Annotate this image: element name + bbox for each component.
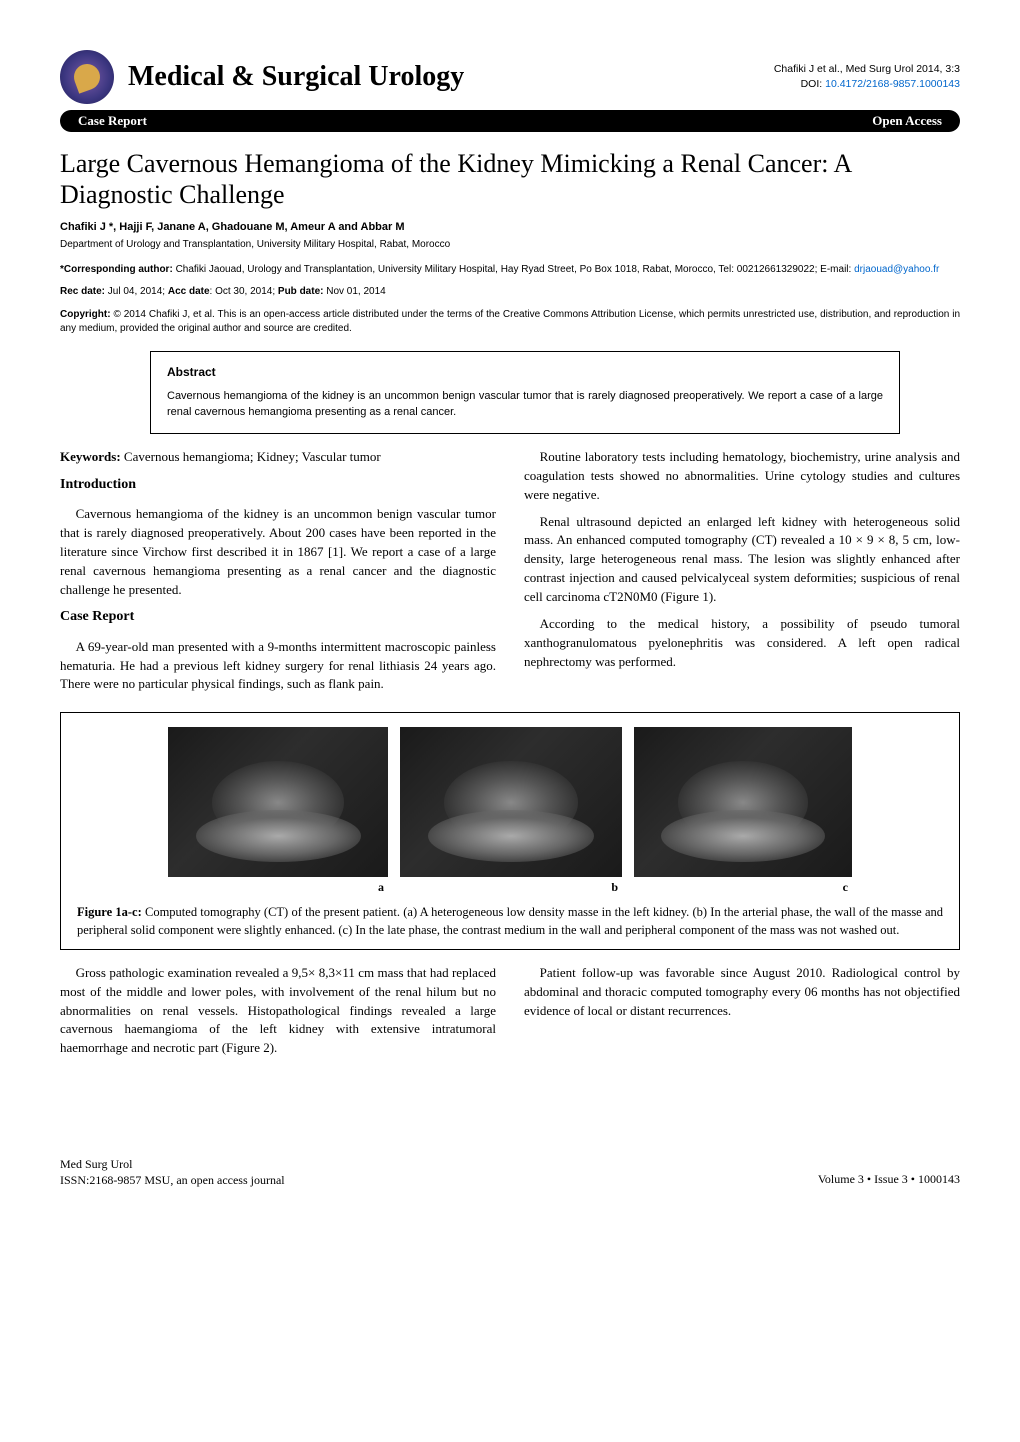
doi-link[interactable]: 10.4172/2168-9857.1000143: [825, 78, 960, 90]
article-type-bar: Case Report Open Access: [60, 110, 960, 132]
copyright-line: Copyright: © 2014 Chafiki J, et al. This…: [60, 308, 960, 337]
figure-1-box: a b c Figure 1a-c: Computed tomography (…: [60, 712, 960, 950]
right-paragraph-3: According to the medical history, a poss…: [524, 615, 960, 672]
figure-label-b: b: [400, 879, 622, 896]
acc-date-label: Acc date: [168, 286, 210, 297]
figure-caption-text: Computed tomography (CT) of the present …: [77, 905, 943, 937]
right-paragraph-1: Routine laboratory tests including hemat…: [524, 448, 960, 505]
post-figure-columns: Gross pathologic examination revealed a …: [60, 964, 960, 1066]
figure-images-row: [77, 727, 943, 877]
figure-label-a: a: [168, 879, 388, 896]
page-footer: Med Surg Urol ISSN:2168-9857 MSU, an ope…: [60, 1156, 960, 1188]
corresponding-label: *Corresponding author:: [60, 264, 173, 275]
citation-text: Chafiki J et al., Med Surg Urol 2014, 3:…: [774, 62, 960, 77]
figure-label-c: c: [634, 879, 852, 896]
copyright-label: Copyright:: [60, 309, 111, 320]
footer-issn: ISSN:2168-9857 MSU, an open access journ…: [60, 1172, 285, 1188]
corresponding-email[interactable]: drjaouad@yahoo.fr: [854, 264, 939, 275]
figure-labels-row: a b c: [77, 879, 943, 896]
keywords-label: Keywords:: [60, 449, 121, 464]
gross-pathology-paragraph: Gross pathologic examination revealed a …: [60, 964, 496, 1058]
journal-name: Medical & Surgical Urology: [128, 57, 464, 98]
corresponding-text: Chafiki Jaouad, Urology and Transplantat…: [176, 264, 852, 275]
introduction-heading: Introduction: [60, 475, 496, 495]
ct-image-b: [400, 727, 622, 877]
affiliation: Department of Urology and Transplantatio…: [60, 238, 960, 253]
keywords-line: Keywords: Cavernous hemangioma; Kidney; …: [60, 448, 496, 467]
article-dates: Rec date: Jul 04, 2014; Acc date: Oct 30…: [60, 285, 960, 300]
header-left: Medical & Surgical Urology: [60, 50, 464, 104]
journal-header: Medical & Surgical Urology Chafiki J et …: [60, 50, 960, 104]
footer-left: Med Surg Urol ISSN:2168-9857 MSU, an ope…: [60, 1156, 285, 1188]
right-column: Routine laboratory tests including hemat…: [524, 448, 960, 702]
ct-image-c: [634, 727, 852, 877]
footer-volume: Volume 3 • Issue 3 • 1000143: [818, 1171, 960, 1188]
case-report-heading: Case Report: [60, 607, 496, 627]
figure-caption: Figure 1a-c: Computed tomography (CT) of…: [77, 903, 943, 939]
followup-paragraph: Patient follow-up was favorable since Au…: [524, 964, 960, 1021]
open-access-label: Open Access: [872, 112, 942, 131]
abstract-text: Cavernous hemangioma of the kidney is an…: [167, 389, 883, 421]
footer-journal-abbrev: Med Surg Urol: [60, 1156, 285, 1172]
figure-caption-label: Figure 1a-c:: [77, 905, 142, 919]
case-paragraph-1: A 69-year-old man presented with a 9-mon…: [60, 638, 496, 695]
post-left-column: Gross pathologic examination revealed a …: [60, 964, 496, 1066]
introduction-paragraph: Cavernous hemangioma of the kidney is an…: [60, 505, 496, 599]
article-type-label: Case Report: [78, 112, 147, 131]
right-paragraph-2: Renal ultrasound depicted an enlarged le…: [524, 513, 960, 607]
doi-line: DOI: 10.4172/2168-9857.1000143: [774, 77, 960, 92]
journal-logo-icon: [60, 50, 114, 104]
post-right-column: Patient follow-up was favorable since Au…: [524, 964, 960, 1066]
rec-date-label: Rec date:: [60, 286, 105, 297]
corresponding-author: *Corresponding author: Chafiki Jaouad, U…: [60, 263, 960, 278]
keywords-text: Cavernous hemangioma; Kidney; Vascular t…: [124, 449, 381, 464]
ct-image-a: [168, 727, 388, 877]
main-columns: Keywords: Cavernous hemangioma; Kidney; …: [60, 448, 960, 702]
doi-label: DOI:: [801, 78, 823, 90]
pub-date-label: Pub date:: [278, 286, 324, 297]
abstract-box: Abstract Cavernous hemangioma of the kid…: [150, 351, 900, 434]
author-list: Chafiki J *, Hajji F, Janane A, Ghadouan…: [60, 220, 960, 236]
copyright-text: © 2014 Chafiki J, et al. This is an open…: [60, 309, 960, 335]
abstract-heading: Abstract: [167, 364, 883, 381]
header-right: Chafiki J et al., Med Surg Urol 2014, 3:…: [774, 62, 960, 92]
left-column: Keywords: Cavernous hemangioma; Kidney; …: [60, 448, 496, 702]
article-title: Large Cavernous Hemangioma of the Kidney…: [60, 148, 960, 210]
